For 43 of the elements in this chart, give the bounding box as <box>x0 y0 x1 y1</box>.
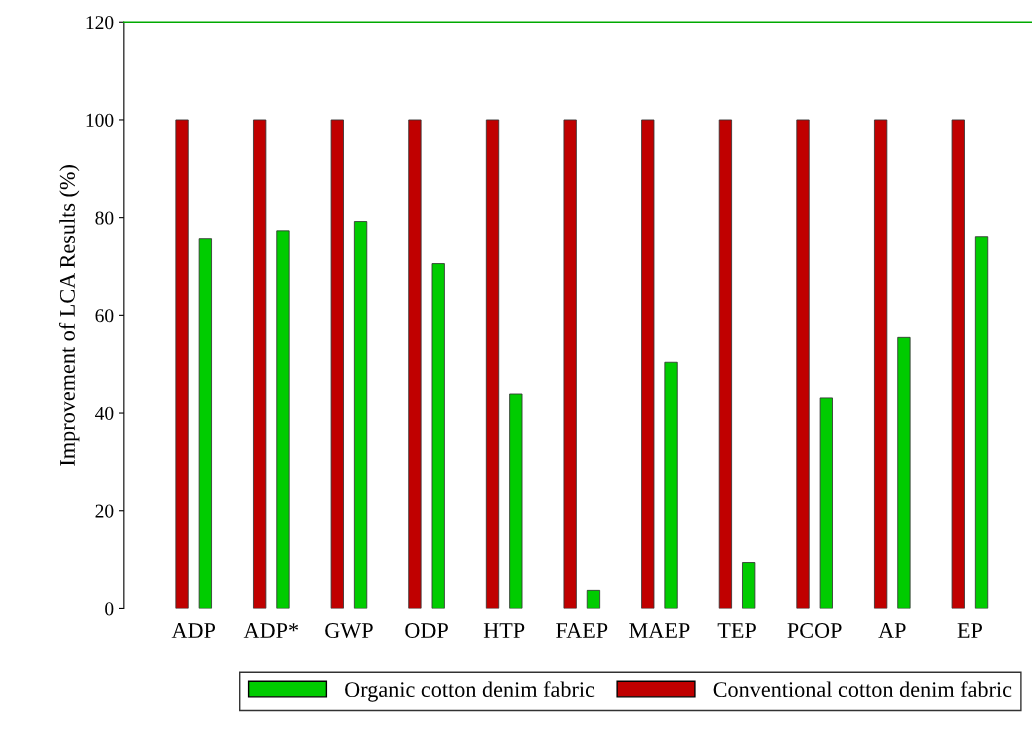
x-tick-label: HTP <box>483 623 525 638</box>
x-tick-label: AP <box>878 623 906 638</box>
bar <box>641 119 655 609</box>
y-tick-label: 60 <box>95 309 114 323</box>
y-axis-title: Improvement of LCA Results (%) <box>59 165 80 466</box>
x-tick-label: PCOP <box>787 623 842 638</box>
bar <box>974 236 989 609</box>
x-tick-label: EP <box>957 623 982 638</box>
legend-label: Conventional cotton denim fabric <box>713 681 1012 698</box>
bar <box>951 119 965 609</box>
bar <box>175 119 189 609</box>
bar <box>796 119 810 609</box>
y-tick-label: 100 <box>86 113 114 127</box>
y-tick-label: 0 <box>105 602 114 616</box>
x-tick-label: GWP <box>325 623 373 639</box>
bar <box>353 221 368 609</box>
bar <box>742 562 756 609</box>
bar <box>664 361 678 609</box>
y-tick-label: 80 <box>95 211 114 225</box>
bar <box>586 589 601 609</box>
x-tick-label: MAEP <box>629 623 690 638</box>
legend-label: Organic cotton denim fabric <box>345 681 595 702</box>
bar <box>897 336 911 609</box>
bar <box>276 230 290 609</box>
bar <box>485 119 500 609</box>
x-tick-label: ADP <box>171 623 216 638</box>
bar <box>509 393 523 609</box>
x-tick-label: FAEP <box>556 623 608 638</box>
y-tick-label: 120 <box>86 16 114 30</box>
bar <box>408 119 422 609</box>
x-tick-label: TEP <box>717 623 756 638</box>
x-tick-label: ODP <box>405 623 448 638</box>
bar <box>563 119 577 609</box>
bar <box>431 263 445 609</box>
y-tick-label: 20 <box>95 504 114 518</box>
y-tick-label: 40 <box>95 406 114 420</box>
bar <box>874 119 888 609</box>
bar <box>253 119 267 609</box>
bar <box>718 119 733 609</box>
bar <box>330 119 344 609</box>
bar <box>819 397 833 609</box>
bar <box>198 238 212 609</box>
x-tick-label: ADP* <box>243 623 299 638</box>
